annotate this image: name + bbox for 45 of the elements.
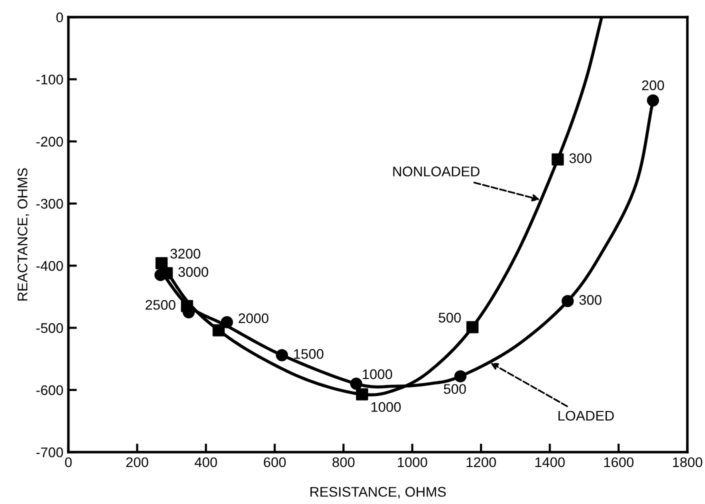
annotation: 300 (569, 153, 592, 164)
x-tick-label: 200 (126, 457, 148, 468)
x-tick-label: 0 (65, 457, 72, 468)
annotation: 1500 (294, 349, 324, 359)
annotation: LOADED (558, 410, 614, 421)
point (212, 324, 225, 336)
y-tick-label: -400 (36, 261, 63, 271)
x-tick-label: 1000 (398, 457, 428, 468)
point (562, 295, 574, 308)
annotation: 1000 (362, 369, 392, 380)
annotation: 3200 (170, 248, 200, 259)
x-tick-label: 1200 (466, 457, 496, 468)
x-tick-label: 400 (194, 457, 217, 468)
annotation: 1000 (371, 402, 401, 412)
x-tick-label: 1800 (672, 457, 702, 468)
point (454, 370, 466, 382)
point (646, 94, 660, 106)
x-tick-label: 1600 (604, 457, 634, 468)
point (350, 378, 362, 390)
annotation: 3000 (178, 267, 208, 277)
y-axis-title: REACTANCE, OHMS (18, 168, 30, 300)
point (356, 388, 368, 400)
y-tick-label: 0 (56, 12, 63, 22)
y-tick-label: -100 (36, 74, 63, 84)
point (466, 321, 479, 334)
annotation: 200 (642, 80, 664, 90)
annotation: 300 (579, 294, 602, 305)
x-axis-title: RESISTANCE, OHMS (310, 486, 446, 498)
annotation: 500 (444, 384, 466, 394)
point (220, 316, 233, 328)
point (156, 257, 168, 270)
y-tick-label: -200 (36, 136, 63, 147)
point (276, 349, 288, 362)
y-tick-label: -600 (36, 385, 63, 396)
annotation: NONLOADED (393, 166, 480, 176)
annotation: 2500 (146, 300, 176, 310)
y-tick-label: -500 (36, 323, 63, 333)
annotation: 500 (438, 312, 461, 323)
y-tick-label: -700 (36, 447, 63, 458)
y-tick-label: -300 (36, 198, 63, 209)
x-tick-label: 1400 (535, 457, 565, 468)
x-tick-label: 600 (264, 457, 286, 468)
x-tick-label: 800 (332, 457, 355, 468)
annotation: 2000 (238, 313, 268, 324)
point (552, 153, 564, 166)
